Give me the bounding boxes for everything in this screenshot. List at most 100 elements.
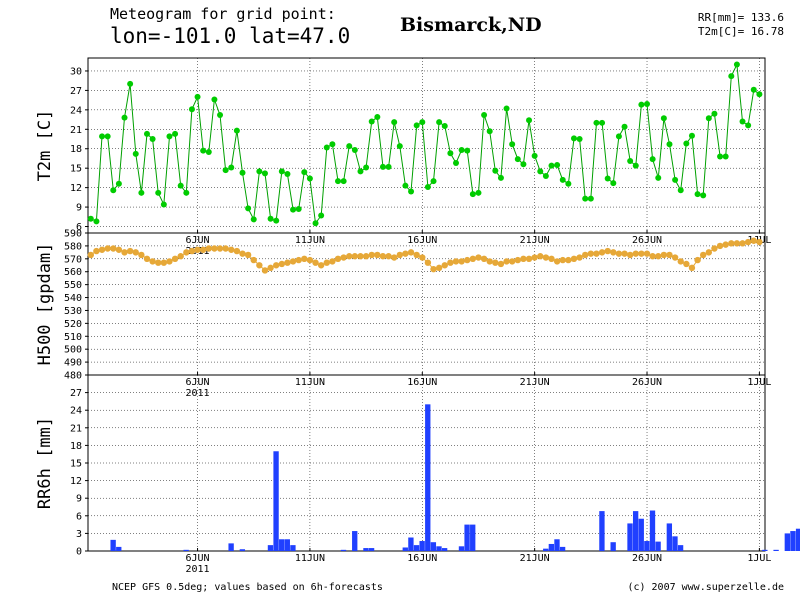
h500-point: [604, 247, 611, 255]
h500-point: [171, 255, 179, 263]
t2m-point: [599, 119, 606, 126]
h500-point: [87, 251, 95, 259]
t2m-point: [194, 93, 201, 100]
y-tick-label: 12: [70, 183, 82, 194]
t2m-point: [677, 187, 684, 194]
h500-point: [649, 253, 656, 260]
h500-point: [301, 255, 308, 263]
h500-point: [233, 247, 241, 255]
t2m-point: [188, 106, 195, 113]
y-tick-label: 570: [64, 254, 82, 265]
h500-point: [683, 260, 690, 268]
t2m-point: [745, 122, 752, 129]
t2m-point: [632, 162, 639, 169]
t2m-point: [363, 164, 370, 171]
h500-point: [514, 256, 521, 264]
h500-point: [632, 250, 639, 257]
h500-point: [199, 246, 207, 253]
precip-bar: [632, 511, 639, 551]
t2m-point: [649, 156, 656, 163]
h500-point: [565, 256, 572, 264]
t2m-point: [593, 119, 600, 126]
y-tick-label: 560: [64, 267, 82, 278]
t2m-point: [627, 158, 634, 165]
t2m-point: [104, 133, 111, 140]
precip-bar: [795, 528, 800, 551]
h500-point: [239, 250, 246, 257]
t2m-point: [638, 101, 645, 108]
h500-point: [615, 250, 623, 257]
t2m-point: [683, 140, 690, 147]
t2m-point: [475, 189, 482, 196]
h500-point: [744, 238, 752, 246]
t2m-point: [537, 168, 544, 175]
h500-point: [385, 253, 392, 260]
x-tick-label: 21JUN: [520, 377, 550, 388]
precip-bar: [273, 451, 279, 551]
h500-point: [525, 255, 533, 263]
t2m-point: [621, 123, 628, 130]
h500-point: [216, 245, 224, 252]
precip-bar: [762, 549, 768, 551]
h500-point: [750, 237, 757, 244]
y-tick-label: 15: [70, 459, 82, 470]
h500-point: [660, 251, 668, 259]
h500-point: [390, 254, 398, 261]
h500-point: [537, 253, 544, 260]
h500-point: [312, 259, 319, 266]
precip-bar: [368, 548, 375, 551]
footer-copyright: (c) 2007 www.superzelle.de: [627, 582, 784, 593]
h500-point: [132, 249, 139, 256]
h500-point: [194, 246, 201, 253]
precip-bar: [290, 545, 296, 551]
precip-bar: [363, 548, 369, 551]
y-tick-label: 490: [64, 358, 82, 369]
y-tick-label: 15: [70, 164, 82, 175]
y-tick-label: 30: [70, 66, 82, 77]
h500-point: [374, 251, 381, 259]
precip-bar: [458, 546, 465, 551]
precip-bar: [183, 549, 189, 551]
footer-source: NCEP GFS 0.5deg; values based on 6h-fore…: [112, 582, 383, 593]
t2m-point: [531, 152, 538, 159]
h500-point: [638, 250, 645, 257]
h500-point: [728, 240, 735, 247]
h500-point: [205, 245, 212, 252]
precip-bar: [559, 546, 566, 551]
h500-point: [430, 265, 437, 273]
h500-point: [334, 255, 342, 263]
t2m-point: [306, 175, 313, 182]
y-tick-label: 12: [70, 476, 82, 487]
t2m-point: [419, 119, 426, 126]
t2m-point: [610, 180, 617, 187]
precip-bar: [470, 524, 476, 551]
t2m-point: [672, 176, 679, 183]
t2m-point: [295, 206, 302, 213]
t2m-point: [250, 216, 257, 223]
t2m-point: [452, 160, 459, 166]
h500-point: [677, 258, 684, 265]
h500-point: [486, 258, 493, 265]
h500-point: [688, 264, 696, 272]
x-tick-label: 26JUN: [632, 377, 662, 388]
precip-bar: [610, 542, 616, 551]
t2m-point: [121, 114, 128, 121]
t2m-point: [739, 118, 746, 125]
precip-bar: [408, 537, 414, 551]
h500-point: [138, 251, 145, 259]
t2m-point: [228, 164, 235, 171]
t2m-point: [711, 110, 718, 117]
precip-bar: [116, 546, 122, 551]
precip-bar: [638, 518, 644, 551]
t2m-point: [705, 115, 712, 122]
h500-point: [402, 250, 409, 257]
precip-bar: [110, 539, 116, 551]
h500-point: [273, 262, 280, 269]
x-tick-label: 6JUN: [186, 235, 210, 246]
h500-point: [542, 254, 550, 261]
h500-point: [166, 258, 173, 265]
x-tick-label: 16JUN: [407, 553, 437, 564]
x-tick-label: 21JUN: [520, 235, 550, 246]
t2m-point: [346, 143, 353, 150]
t2m-point: [503, 105, 510, 112]
